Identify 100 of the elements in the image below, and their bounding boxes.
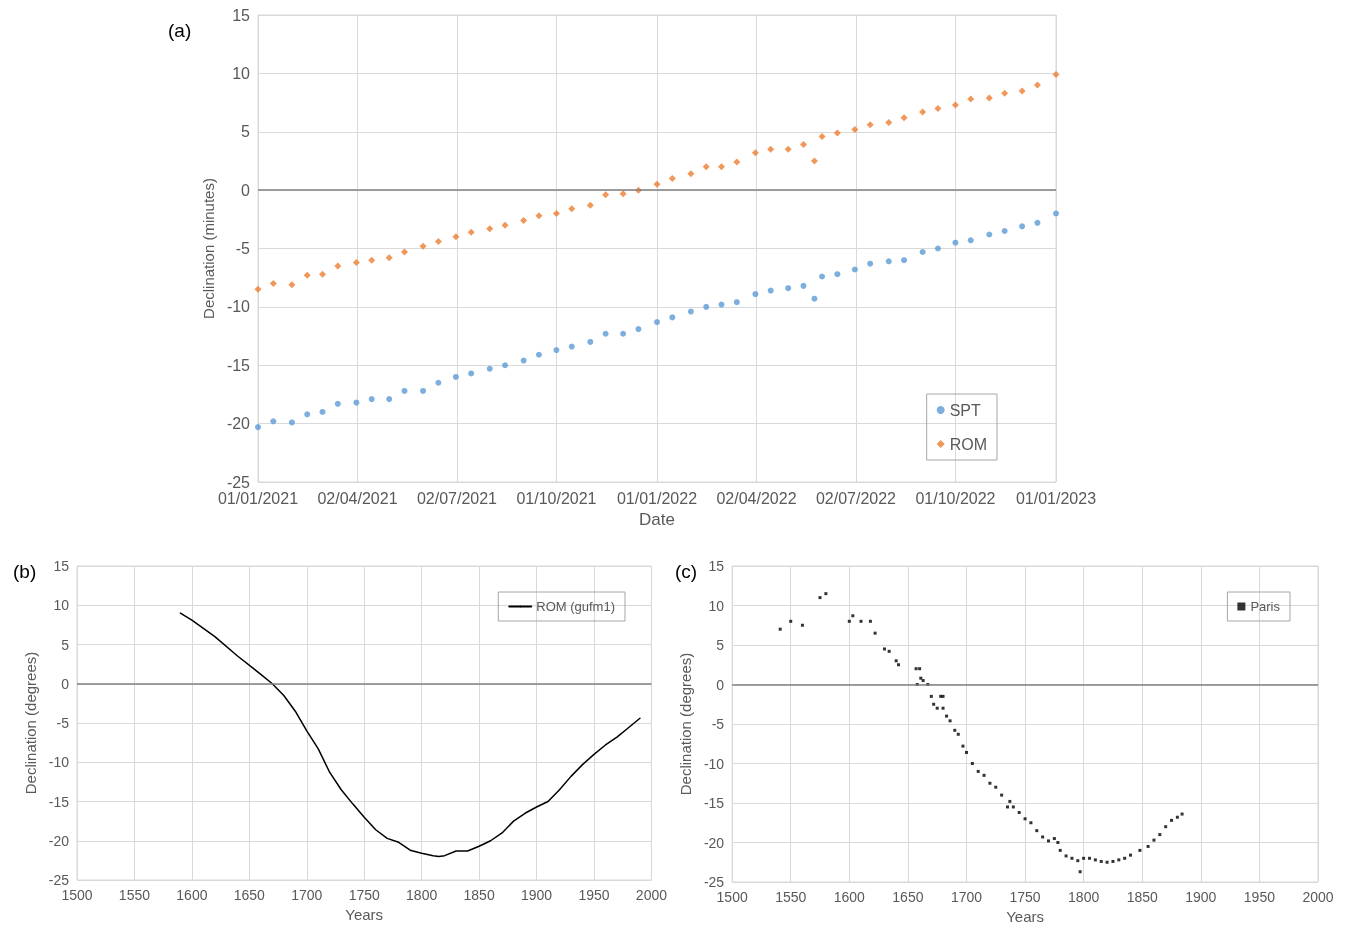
y-tick-label: 0	[241, 181, 251, 199]
point	[255, 424, 261, 431]
point	[810, 157, 818, 165]
y-tick-label: -15	[226, 356, 251, 374]
y-tick-label: -20	[703, 834, 725, 851]
point	[586, 201, 594, 209]
y-tick-label: 0	[61, 675, 70, 692]
point	[501, 221, 509, 229]
x-tick-label: 1500	[716, 889, 748, 905]
x-tick-label: 2000	[1302, 889, 1334, 905]
point	[799, 141, 807, 149]
point	[319, 408, 326, 415]
point	[385, 254, 393, 262]
point	[434, 237, 442, 245]
x-tick-label: 1650	[233, 887, 266, 903]
y-tick-label: -10	[48, 754, 70, 771]
point	[568, 205, 576, 213]
x-tick-label: 02/07/2022	[815, 489, 897, 507]
point	[1001, 227, 1008, 234]
y-tick-label: 15	[53, 558, 70, 574]
point	[934, 104, 942, 112]
point	[254, 285, 262, 293]
point	[452, 233, 460, 241]
point	[718, 163, 725, 171]
y-tick-label: -15	[703, 795, 725, 811]
point	[919, 108, 927, 116]
point	[654, 319, 660, 326]
x-tick-label: 02/07/2021	[416, 489, 498, 507]
x-tick-label: 1850	[1126, 889, 1159, 905]
point	[467, 228, 475, 236]
point	[767, 145, 775, 153]
point	[900, 114, 908, 122]
point	[420, 387, 427, 394]
x-tick-label: 1650	[892, 889, 924, 905]
point	[602, 330, 609, 337]
legend-label: ROM	[949, 435, 987, 453]
y-tick-label: -5	[56, 715, 70, 731]
point	[985, 94, 993, 102]
point	[620, 330, 627, 337]
x-tick-label: 1850	[463, 887, 495, 903]
chart-title: (a)	[168, 20, 192, 41]
point	[303, 271, 311, 279]
point	[669, 314, 676, 321]
point	[951, 101, 959, 109]
point	[288, 419, 295, 426]
point	[752, 291, 759, 298]
point	[486, 225, 494, 233]
point	[400, 248, 408, 256]
point	[811, 295, 818, 302]
x-tick-label: 1500	[61, 887, 93, 903]
y-tick-label: 15	[232, 6, 251, 24]
x-tick-label: 1750	[348, 887, 380, 903]
point	[703, 303, 710, 310]
point	[653, 180, 661, 188]
x-axis-title: Years	[345, 905, 384, 923]
chart-title: (c)	[675, 561, 698, 582]
point	[1001, 89, 1009, 97]
x-axis-title: Years	[1006, 907, 1044, 925]
x-tick-label: 1950	[1243, 889, 1276, 905]
y-tick-label: 10	[232, 64, 251, 82]
point	[851, 125, 859, 133]
point	[619, 190, 627, 198]
y-tick-label: 5	[61, 636, 70, 653]
point	[885, 258, 892, 265]
y-tick-label: -20	[226, 415, 251, 433]
y-axis-title: Declination (minutes)	[199, 178, 217, 319]
x-tick-label: 1800	[1068, 889, 1100, 905]
point	[1018, 87, 1026, 95]
point	[401, 387, 408, 394]
point	[919, 249, 926, 255]
y-tick-label: -25	[48, 872, 70, 888]
x-tick-label: 1900	[520, 887, 553, 903]
point	[1053, 210, 1059, 217]
point	[1034, 219, 1041, 226]
point	[867, 260, 874, 267]
y-axis-title: Declination (degrees)	[677, 652, 694, 796]
point	[368, 396, 375, 403]
y-tick-label: 15	[708, 558, 725, 574]
point	[885, 118, 893, 126]
point	[733, 158, 741, 166]
point	[1052, 71, 1060, 79]
y-tick-label: -5	[235, 240, 251, 257]
point	[535, 212, 543, 220]
point	[435, 379, 442, 386]
y-tick-label: 0	[716, 676, 725, 693]
point	[552, 209, 560, 217]
point	[468, 370, 475, 377]
x-tick-label: 01/10/2021	[516, 489, 597, 507]
x-tick-label: 01/10/2022	[915, 489, 996, 507]
x-tick-label: 1550	[118, 887, 151, 903]
x-tick-label: 1750	[1009, 889, 1041, 905]
y-tick-label: -20	[48, 832, 70, 849]
point	[334, 262, 342, 270]
point	[386, 396, 393, 403]
point	[668, 174, 676, 182]
x-tick-label: 2000	[635, 887, 668, 903]
y-tick-label: 10	[708, 597, 725, 614]
y-tick-label: 5	[716, 637, 725, 653]
point	[818, 132, 826, 140]
x-tick-label: 01/01/2022	[616, 489, 698, 507]
